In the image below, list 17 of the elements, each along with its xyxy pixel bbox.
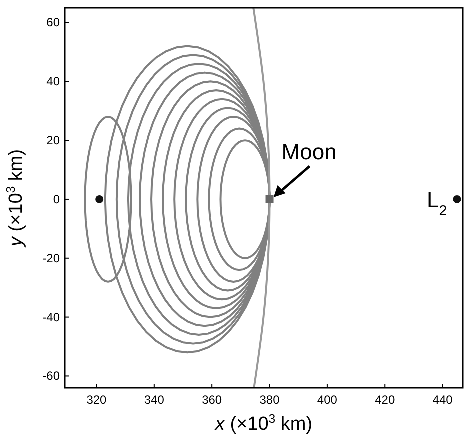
- y-tick-label: 40: [46, 74, 60, 89]
- annotation: Moon: [282, 139, 337, 164]
- x-axis-title: x (×10$^{3}$ km): [214, 412, 313, 435]
- y-tick-label: -60: [42, 369, 60, 384]
- y-tick-label: 20: [46, 134, 60, 148]
- y-tick-label: 60: [46, 16, 60, 30]
- x-tick-label: 340: [144, 393, 165, 407]
- annotation: L$_{2}$: [427, 187, 448, 220]
- x-tick-label: 420: [375, 393, 396, 407]
- x-tick-label: 360: [202, 393, 222, 407]
- x-tick-label: 320: [86, 393, 108, 407]
- x-tick-label: 380: [260, 393, 280, 407]
- x-tick-label: 440: [432, 393, 454, 407]
- x-tick-label: 400: [317, 393, 338, 407]
- y-tick-label: 0: [53, 192, 60, 206]
- y-tick-label: -40: [42, 310, 60, 324]
- y-tick-label: -20: [42, 251, 60, 266]
